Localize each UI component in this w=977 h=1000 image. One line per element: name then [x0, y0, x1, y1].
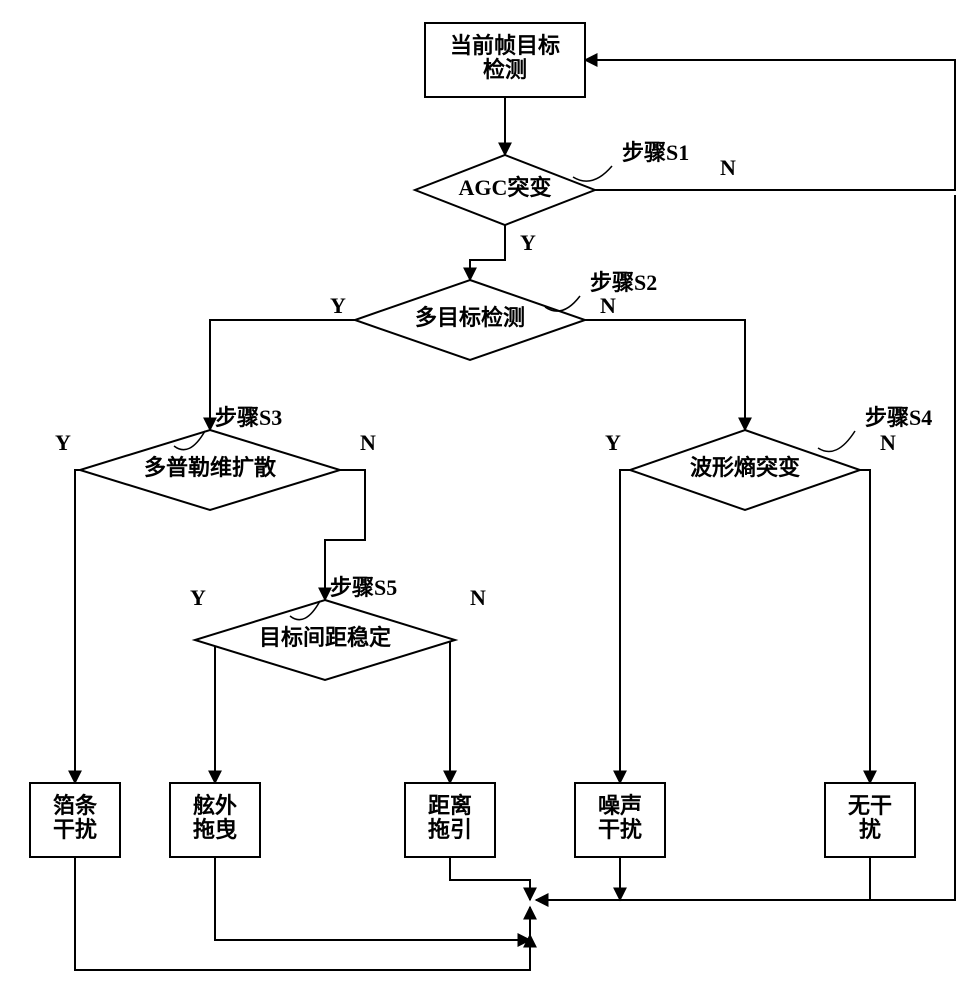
edge-label-5: Y	[55, 430, 71, 455]
node-r3: 距离拖引	[405, 783, 495, 857]
edge-15	[215, 857, 530, 940]
edge-14	[75, 857, 530, 970]
node-text-r2-0: 舷外	[193, 793, 237, 818]
node-r5: 无干扰	[825, 783, 915, 857]
node-s1: AGC突变	[415, 155, 595, 225]
node-text-s4-0: 波形熵突变	[690, 455, 800, 480]
edge-label-9: Y	[190, 585, 206, 610]
edge-2	[470, 225, 505, 280]
node-text-s3-0: 多普勒维扩散	[144, 455, 277, 480]
node-text-r5-0: 无干	[848, 793, 892, 818]
node-text-r4-0: 噪声	[598, 793, 642, 818]
edge-8	[860, 470, 870, 783]
node-r1: 箔条干扰	[30, 783, 120, 857]
edge-5	[75, 470, 80, 783]
node-s2: 多目标检测	[355, 280, 585, 360]
node-text-s5-0: 目标间距稳定	[259, 625, 391, 650]
node-text-s1-0: AGC突变	[459, 175, 552, 200]
callout-s1	[573, 166, 612, 181]
edge-label-4: N	[600, 293, 616, 318]
node-r2: 舷外拖曳	[170, 783, 260, 857]
step-label-s3: 步骤S3	[215, 405, 282, 430]
node-text-r2-1: 拖曳	[193, 817, 237, 842]
node-text-start-0: 当前帧目标	[450, 33, 560, 58]
edge-12	[536, 857, 870, 900]
edge-label-10: N	[470, 585, 486, 610]
node-text-r1-0: 箔条	[53, 793, 98, 818]
edge-label-3: Y	[330, 293, 346, 318]
step-label-s5: 步骤S5	[330, 575, 397, 600]
callout-s4	[818, 431, 855, 452]
node-s3: 多普勒维扩散	[80, 430, 340, 510]
edge-13	[450, 857, 530, 900]
edge-label-6: N	[360, 430, 376, 455]
edge-label-1: N	[720, 155, 736, 180]
edge-10	[450, 640, 455, 783]
node-text-r3-0: 距离	[428, 793, 472, 818]
node-text-start-1: 检测	[483, 57, 527, 82]
edge-1	[585, 60, 955, 190]
step-label-s4: 步骤S4	[865, 405, 932, 430]
node-text-r5-1: 扰	[859, 817, 881, 842]
node-s5: 目标间距稳定	[195, 600, 455, 680]
edge-4	[585, 320, 745, 430]
flowchart-canvas: 当前帧目标检测AGC突变多目标检测多普勒维扩散波形熵突变目标间距稳定箔条干扰舷外…	[0, 0, 977, 1000]
step-label-s2: 步骤S2	[590, 270, 657, 295]
edge-7	[620, 470, 630, 783]
step-label-s1: 步骤S1	[622, 140, 689, 165]
node-s4: 波形熵突变	[630, 430, 860, 510]
node-text-s2-0: 多目标检测	[415, 305, 525, 330]
edge-label-2: Y	[520, 230, 536, 255]
node-text-r3-1: 拖引	[428, 817, 472, 842]
node-start: 当前帧目标检测	[425, 23, 585, 97]
edge-label-7: Y	[605, 430, 621, 455]
node-text-r1-1: 干扰	[53, 817, 97, 842]
node-text-r4-1: 干扰	[598, 817, 642, 842]
edge-9	[195, 640, 215, 783]
node-r4: 噪声干扰	[575, 783, 665, 857]
edge-label-8: N	[880, 430, 896, 455]
